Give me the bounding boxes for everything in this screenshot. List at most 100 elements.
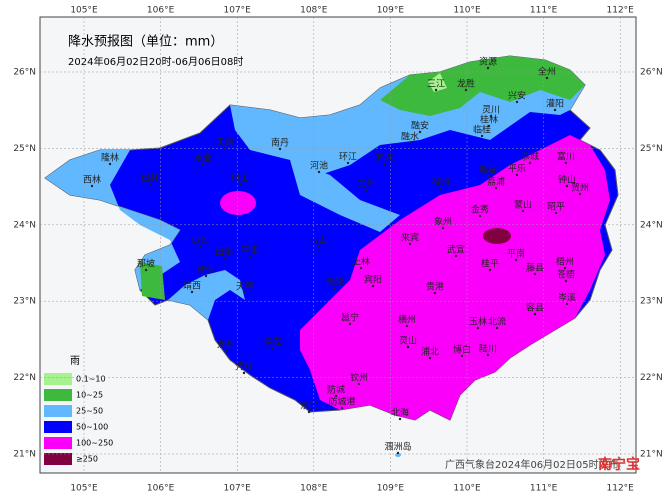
city-label: 南丹: [271, 137, 289, 149]
y-tick-label: 25°N: [13, 144, 36, 154]
city-label: 涠洲岛: [384, 441, 411, 453]
region-0-10: [428, 73, 447, 92]
city-label: 来宾: [401, 232, 419, 244]
y-tick-label: 21°N: [13, 450, 36, 460]
y-tick-label: 23°N: [640, 297, 663, 307]
city-dot: [454, 254, 458, 258]
city-dot: [533, 312, 537, 316]
legend-swatch: [44, 373, 72, 385]
legend: 雨 0.1~10 10~25 25~50 50~100 100~250 ≥250: [44, 356, 113, 465]
y-tick-label: 23°N: [13, 297, 36, 307]
region-250: [483, 228, 511, 244]
city-dot: [243, 291, 247, 295]
city-dot: [307, 410, 311, 414]
y-tick-label: 24°N: [640, 220, 663, 230]
city-dot: [486, 66, 490, 70]
map-subtitle: 2024年06月02日20时-06月06日08时: [68, 55, 243, 68]
city-label: 苍梧: [557, 269, 575, 281]
city-label: 陆川: [479, 343, 497, 355]
city-label: 马山: [309, 235, 327, 246]
city-label: 凤山: [231, 173, 249, 184]
x-tick-label: 109°E: [377, 484, 405, 494]
x-tick-label: 109°E: [377, 6, 405, 16]
city-dot: [528, 161, 532, 165]
city-dot: [563, 266, 567, 270]
y-tick-label: 26°N: [13, 68, 36, 78]
city-label: 柳州: [432, 176, 450, 188]
city-label: 田阳: [215, 247, 233, 258]
city-dot: [486, 353, 490, 357]
city-dot: [533, 272, 537, 276]
city-dot: [204, 274, 208, 278]
city-dot: [460, 354, 464, 358]
x-tick-label: 106°E: [147, 484, 175, 494]
city-label: 凭祥: [235, 361, 253, 373]
city-dot: [441, 226, 445, 230]
city-label: 金秀: [471, 204, 489, 216]
city-label: 武宣: [447, 244, 465, 256]
city-label: 岑溪: [558, 292, 576, 304]
city-label: 罗城: [375, 153, 393, 164]
city-dot: [428, 356, 432, 360]
city-label: 桂平: [481, 258, 499, 270]
watermark: 南宁宝: [598, 456, 640, 473]
city-dot: [478, 214, 482, 218]
city-dot: [348, 322, 352, 326]
city-label: 梧州: [556, 256, 574, 268]
city-dot: [554, 211, 558, 215]
x-tick-label: 110°E: [453, 484, 481, 494]
city-label: 天峨: [216, 137, 234, 149]
y-tick-label: 21°N: [640, 450, 663, 460]
city-label: 灌阳: [546, 98, 564, 110]
city-label: 宾阳: [364, 274, 382, 286]
city-dot: [408, 242, 412, 246]
x-tick-label: 107°E: [224, 6, 252, 16]
y-tick-label: 26°N: [640, 68, 663, 78]
city-dot: [190, 290, 194, 294]
city-dot: [418, 130, 422, 134]
legend-swatch: [44, 405, 72, 417]
city-label: 百色: [191, 234, 209, 246]
x-tick-label: 106°E: [147, 6, 175, 16]
city-label: 兴安: [508, 90, 526, 102]
city-dot: [488, 268, 492, 272]
city-dot: [439, 186, 443, 190]
y-tick-label: 25°N: [640, 144, 663, 154]
city-dot: [565, 184, 569, 188]
city-dot: [364, 188, 368, 192]
city-label: 龙州: [217, 339, 235, 351]
city-dot: [564, 161, 568, 165]
city-label: 容县: [526, 302, 544, 314]
city-dot: [198, 244, 202, 248]
city-dot: [578, 192, 582, 196]
city-label: 平果: [241, 246, 259, 257]
city-label: 融安: [411, 120, 429, 132]
city-dot: [545, 76, 549, 80]
city-dot: [224, 349, 228, 353]
city-label: 隆林: [101, 152, 119, 164]
city-label: 上林: [352, 256, 370, 268]
city-label: 那坡: [137, 258, 155, 270]
city-label: 三江: [427, 79, 445, 90]
city-label: 宜州: [357, 178, 375, 190]
legend-label: 0.1~10: [76, 375, 106, 384]
city-label: 贺州: [571, 182, 589, 194]
region-100-250: [220, 191, 256, 215]
y-tick-label: 22°N: [13, 373, 36, 383]
city-dot: [564, 279, 568, 283]
city-label: 平南: [507, 248, 525, 260]
city-label: 西林: [83, 174, 101, 186]
city-dot: [238, 182, 242, 186]
city-dot: [248, 255, 252, 259]
city-label: 桂林: [480, 114, 498, 126]
city-dot: [396, 451, 400, 455]
city-label: 德保: [197, 264, 215, 276]
city-label: 贵港: [426, 281, 444, 293]
city-label: 横州: [398, 314, 416, 326]
y-tick-label: 24°N: [13, 220, 36, 230]
region-10-25: [380, 56, 585, 116]
city-label: 全州: [538, 66, 556, 78]
legend-title: 雨: [70, 356, 80, 367]
x-tick-label: 105°E: [70, 6, 98, 16]
